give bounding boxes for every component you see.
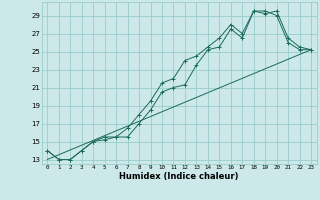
X-axis label: Humidex (Indice chaleur): Humidex (Indice chaleur): [119, 172, 239, 181]
